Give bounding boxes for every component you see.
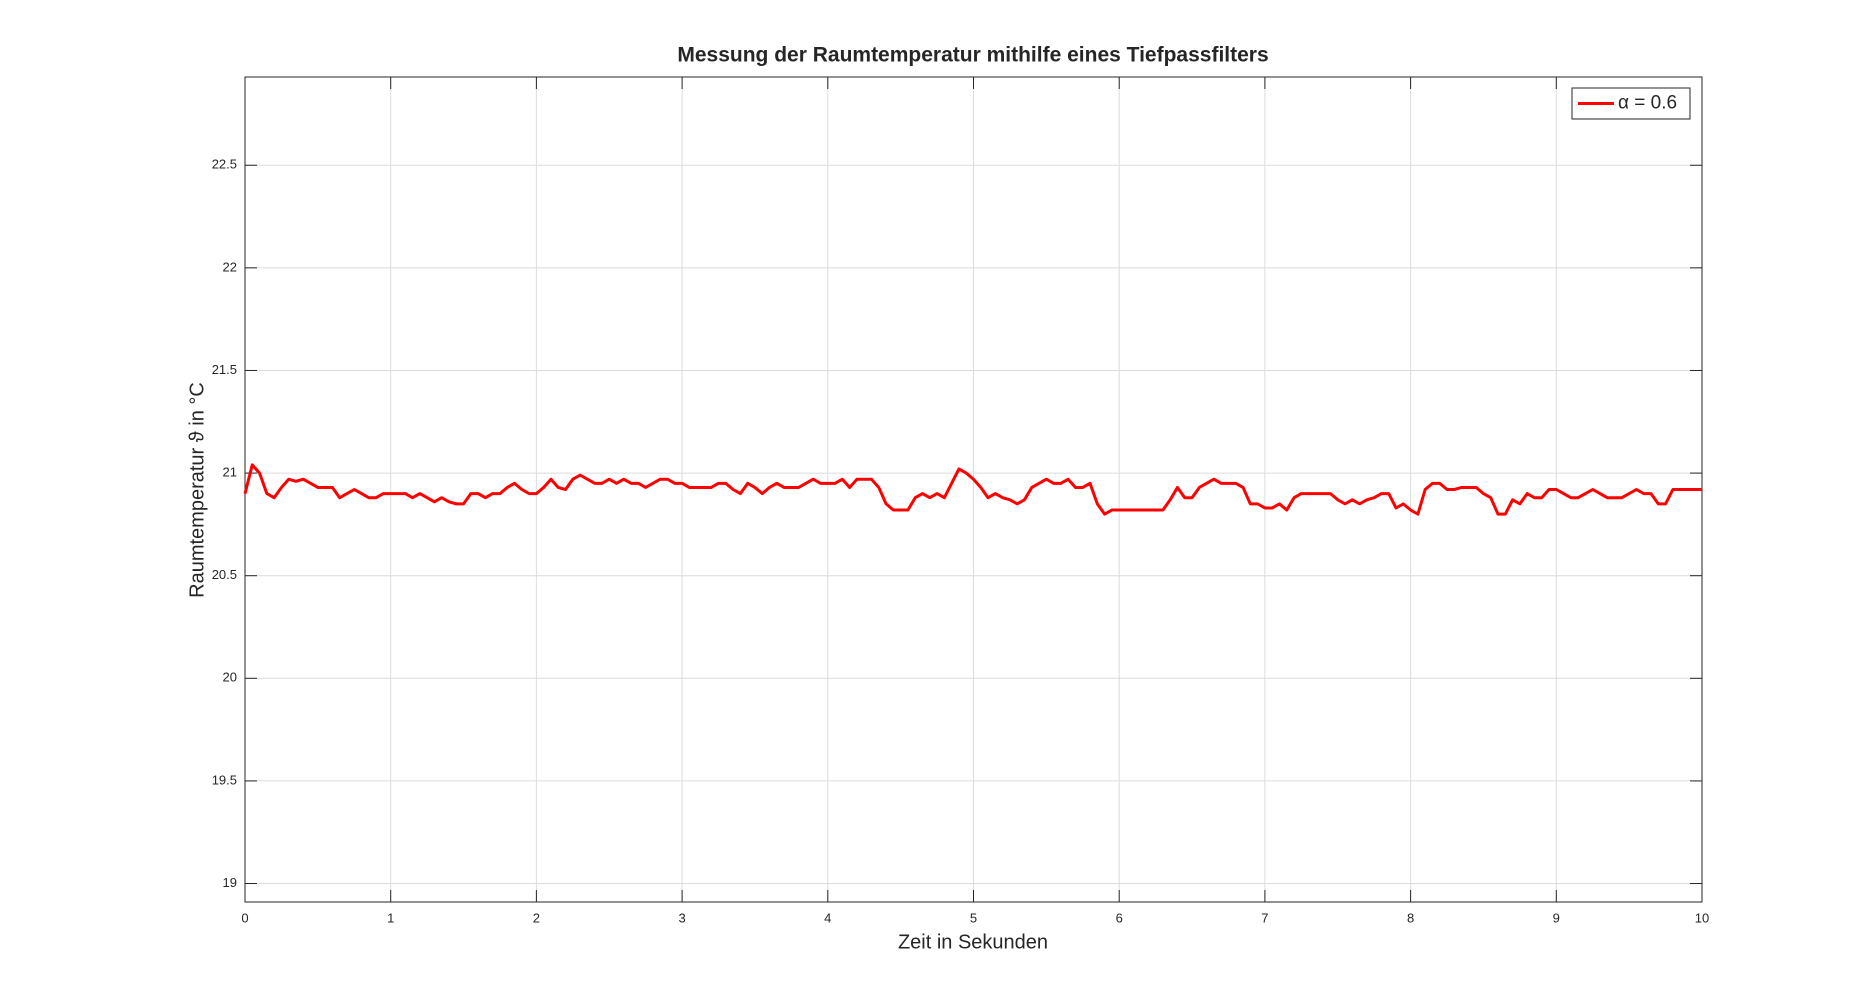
y-tick-label: 19.5 (212, 772, 237, 787)
legend-label: α = 0.6 (1618, 93, 1677, 114)
x-tick-label: 8 (1407, 910, 1414, 925)
x-tick-label: 9 (1553, 910, 1560, 925)
x-tick-label: 0 (241, 910, 248, 925)
x-axis-label: Zeit in Sekunden (898, 931, 1048, 953)
x-tick-label: 10 (1695, 910, 1709, 925)
y-tick-label: 22.5 (212, 157, 237, 172)
x-tick-label: 6 (1116, 910, 1123, 925)
y-tick-label: 20.5 (212, 567, 237, 582)
x-tick-label: 4 (824, 910, 831, 925)
y-tick-label: 20 (223, 670, 237, 685)
x-tick-label: 2 (533, 910, 540, 925)
y-tick-label: 19 (223, 875, 237, 890)
y-axis-label: Raumtemperatur ϑ in °C (186, 382, 208, 598)
x-tick-label: 3 (678, 910, 685, 925)
x-tick-label: 5 (970, 910, 977, 925)
x-tick-label: 7 (1261, 910, 1268, 925)
y-tick-label: 21 (223, 465, 237, 480)
data-line (243, 463, 1702, 516)
chart-title: Messung der Raumtemperatur mithilfe eine… (677, 44, 1268, 67)
y-tick-label: 22 (223, 259, 237, 274)
x-tick-label: 1 (387, 910, 394, 925)
y-tick-label: 21.5 (212, 362, 237, 377)
